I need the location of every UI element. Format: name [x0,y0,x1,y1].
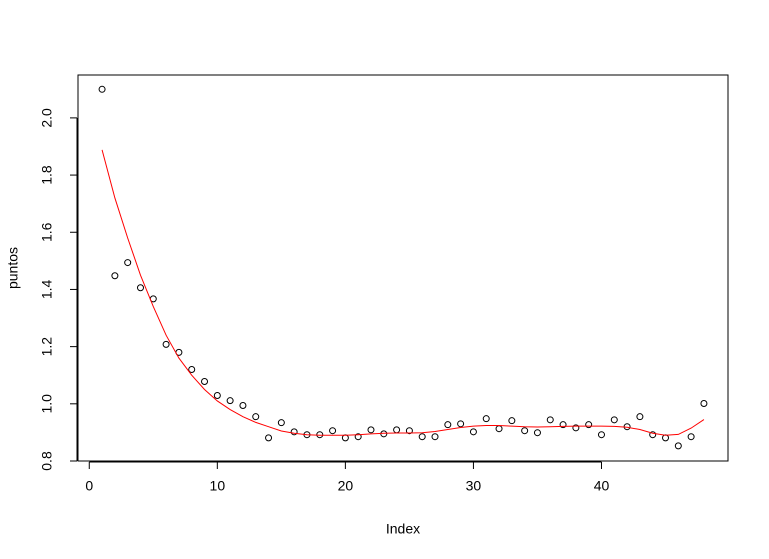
data-point [124,259,132,267]
y-axis-label: puntos [5,247,21,289]
y-tick-label: 1.4 [39,280,55,300]
data-point [482,415,490,423]
data-point [111,272,119,280]
y-tick-label: 1.8 [39,165,55,185]
data-point [469,428,477,436]
data-point [559,421,567,429]
data-point [508,417,516,425]
x-tick-label: 40 [594,478,610,494]
data-point [226,397,234,405]
data-point [521,427,529,435]
data-point [546,416,554,424]
data-point [98,85,106,93]
fit-line [101,149,705,436]
data-point [290,428,298,436]
data-point [367,426,375,434]
x-tick-label: 30 [466,478,482,494]
data-point [162,340,170,348]
y-tick-label: 1.0 [39,394,55,414]
data-point [495,425,503,433]
x-tick-label: 0 [85,478,93,494]
x-tick-label: 20 [338,478,354,494]
data-point [444,421,452,429]
data-point [405,427,413,435]
y-tick-label: 1.6 [39,222,55,242]
data-point [252,413,260,421]
data-point [418,433,426,441]
data-point [610,416,618,424]
data-point [649,431,657,439]
data-point [572,424,580,432]
data-point [533,429,541,437]
data-point [597,431,605,439]
data-point [265,434,273,442]
plot-frame [77,74,729,462]
data-point [585,421,593,429]
data-point [687,433,695,441]
data-point [700,400,708,408]
data-point [393,426,401,434]
data-point [201,378,209,386]
data-point [188,366,196,374]
data-point [329,427,337,435]
x-axis-label: Index [386,521,420,537]
data-point [457,420,465,428]
y-tick-label: 2.0 [39,108,55,128]
y-tick-label: 1.2 [39,337,55,357]
data-point [136,284,144,292]
data-point [239,402,247,410]
data-point [354,433,362,441]
y-tick-label: 0.8 [39,451,55,471]
data-point [636,413,644,421]
data-point [674,442,682,450]
data-point [431,433,439,441]
x-tick-label: 10 [210,478,226,494]
data-point [213,392,221,400]
data-point [277,419,285,427]
